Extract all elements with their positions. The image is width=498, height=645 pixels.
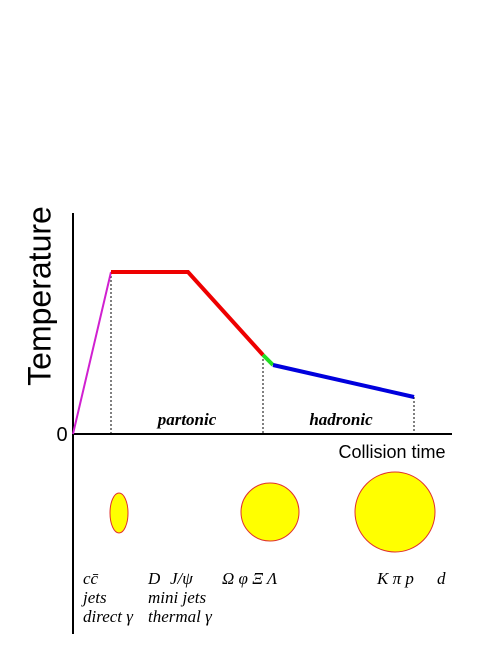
hadronic-line [272, 363, 415, 399]
origin-label: 0 [56, 424, 67, 446]
probe-label: jets [81, 588, 107, 607]
y-axis-label: Temperature [21, 206, 57, 386]
probe-label: Ω φ Ξ Λ [222, 569, 278, 588]
x-axis-label: Collision time [338, 442, 445, 462]
guides [110, 272, 415, 434]
probe-label: d [437, 569, 446, 588]
fireball [109, 492, 129, 534]
phase-label: partonic [156, 410, 217, 429]
probe-label: thermal γ [148, 607, 213, 626]
fireball [354, 471, 436, 553]
probe-label: K π p [376, 569, 414, 588]
phase-label: hadronic [309, 410, 373, 429]
heating-line [72, 271, 112, 435]
partonic-line [111, 270, 265, 357]
transition-line [261, 353, 275, 367]
probe-label: J/ψ [170, 569, 193, 588]
probe-label: mini jets [148, 588, 206, 607]
probe-label: direct γ [83, 607, 134, 626]
probe-label: D [147, 569, 161, 588]
probe-label: cc̄ [83, 569, 99, 588]
fireball [240, 482, 300, 542]
